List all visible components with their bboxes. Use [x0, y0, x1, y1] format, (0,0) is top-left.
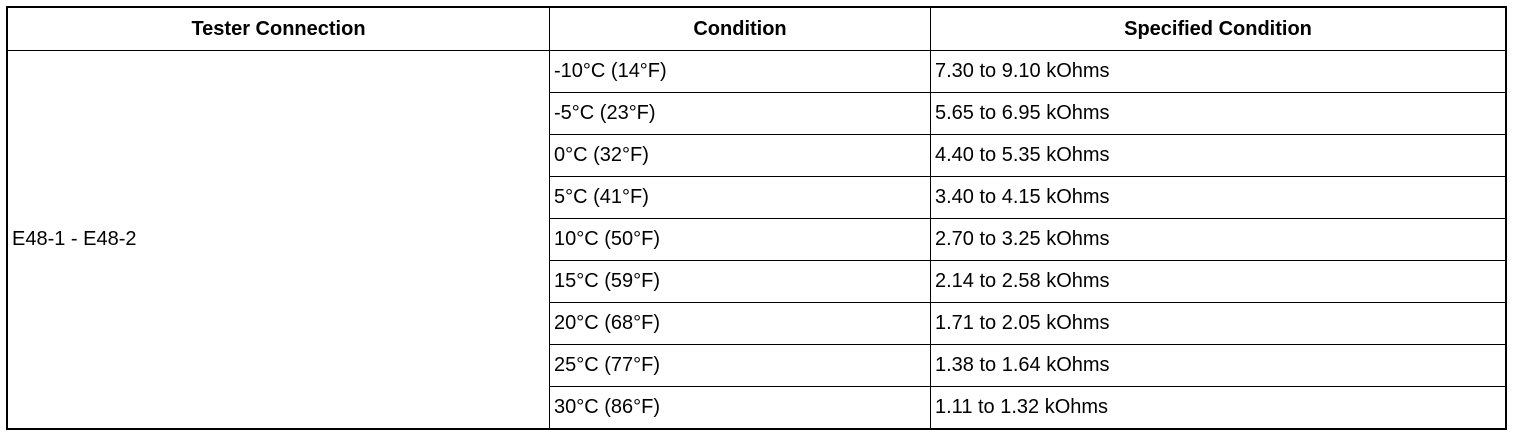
table-body: E48-1 - E48-2 -10°C (14°F) 7.30 to 9.10 kO…	[6, 50, 1507, 430]
specified-cell: 1.71 to 2.05 kOhms	[930, 302, 1507, 345]
header-cell: Condition	[549, 6, 931, 51]
table-row: E48-1 - E48-2 -10°C (14°F) 7.30 to 9.10 kO…	[6, 50, 1507, 430]
condition-cell: 0°C (32°F)	[549, 134, 931, 177]
table-row: 10°C (50°F) 2.70 to 3.25 kOhms	[7, 218, 1507, 261]
specified-cell: 2.70 to 3.25 kOhms	[930, 218, 1507, 261]
table-row: 20°C (68°F) 1.71 to 2.05 kOhms	[7, 302, 1507, 345]
table-row: 25°C (77°F) 1.38 to 1.64 kOhms	[7, 344, 1507, 387]
table-row: 0°C (32°F) 4.40 to 5.35 kOhms	[7, 134, 1507, 177]
specified-cell: 7.30 to 9.10 kOhms	[930, 50, 1507, 93]
condition-cell: 25°C (77°F)	[549, 344, 931, 387]
connection-cell: E48-1 - E48-2	[6, 50, 550, 430]
specified-cell: 5.65 to 6.95 kOhms	[930, 92, 1507, 135]
table-row: 5°C (41°F) 3.40 to 4.15 kOhms	[7, 176, 1507, 219]
condition-cell: 20°C (68°F)	[549, 302, 931, 345]
header-cell: Tester Connection	[6, 6, 550, 51]
condition-cell: 5°C (41°F)	[549, 176, 931, 219]
specified-cell: 4.40 to 5.35 kOhms	[930, 134, 1507, 177]
header-row: Tester Connection Condition Specified Co…	[6, 6, 1507, 51]
table-row: 30°C (86°F) 1.11 to 1.32 kOhms	[7, 386, 1507, 430]
condition-cell: 10°C (50°F)	[549, 218, 931, 261]
specified-cell: 3.40 to 4.15 kOhms	[930, 176, 1507, 219]
header-cell: Specified Condition	[930, 6, 1507, 51]
condition-cell: 15°C (59°F)	[549, 260, 931, 303]
condition-cell: -10°C (14°F)	[549, 50, 931, 93]
specified-cell: 2.14 to 2.58 kOhms	[930, 260, 1507, 303]
spec-table: Tester Connection Condition Specified Co…	[6, 6, 1507, 430]
specified-cell: 1.11 to 1.32 kOhms	[930, 386, 1507, 430]
condition-cell: 30°C (86°F)	[549, 386, 931, 430]
condition-cell: -5°C (23°F)	[549, 92, 931, 135]
specified-cell: 1.38 to 1.64 kOhms	[930, 344, 1507, 387]
table-row: 15°C (59°F) 2.14 to 2.58 kOhms	[7, 260, 1507, 303]
table-row: -5°C (23°F) 5.65 to 6.95 kOhms	[7, 92, 1507, 135]
